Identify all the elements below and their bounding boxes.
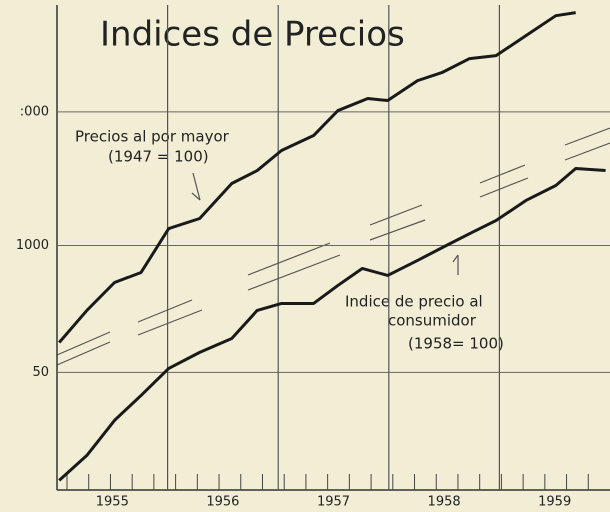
y-tick-label: 1000: [16, 238, 49, 253]
annotation: (1958= 100): [408, 335, 504, 353]
x-tick-label: 1958: [428, 495, 461, 510]
chart-title: Indices de Precios: [100, 15, 405, 55]
x-tick-label: 1959: [538, 495, 571, 510]
y-tick-label: 50: [32, 365, 49, 380]
annotation: consumidor: [388, 312, 477, 330]
annotation: Indice de precio al: [345, 293, 483, 311]
x-tick-label: 1956: [206, 495, 239, 510]
decor-dashes: [56, 127, 610, 366]
data-line: [58, 167, 606, 482]
title-bg: [95, 14, 475, 58]
data-line: [58, 11, 576, 344]
annotation: (1947 = 100): [108, 148, 209, 166]
y-tick-label: :000: [20, 104, 49, 119]
x-tick-label: 1955: [96, 495, 129, 510]
x-tick-label: 1957: [317, 495, 350, 510]
annotation: Precios al por mayor: [75, 128, 230, 146]
